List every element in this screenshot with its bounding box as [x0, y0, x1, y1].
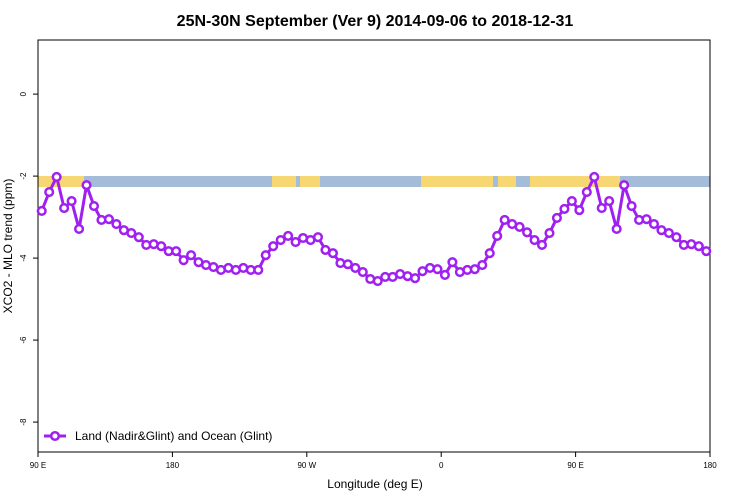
data-point [574, 205, 585, 216]
data-point [44, 187, 55, 198]
data-point [81, 180, 92, 191]
data-point [492, 230, 503, 242]
data-point [589, 171, 600, 182]
y-tick-label: 0 [19, 91, 28, 96]
data-point [66, 196, 77, 207]
data-point [432, 264, 443, 275]
x-tick-label: 180 [166, 461, 180, 470]
data-point [59, 203, 70, 214]
data-point [290, 237, 301, 248]
series-line [40, 172, 708, 283]
data-point [484, 248, 495, 259]
data-point [559, 203, 570, 214]
data-point [619, 180, 630, 191]
data-point [596, 203, 607, 214]
data-point [566, 196, 577, 207]
data-point [522, 227, 533, 238]
data-point [626, 200, 637, 212]
data-point [74, 223, 85, 235]
land-ocean-strip [38, 176, 710, 187]
data-point [693, 241, 704, 252]
x-tick-label: 90 E [30, 461, 46, 470]
data-point [439, 269, 450, 280]
data-point [126, 228, 137, 239]
x-tick-label: 90 W [297, 461, 316, 470]
x-axis-label: Longitude (deg E) [327, 477, 422, 491]
data-point [156, 241, 167, 252]
data-point [701, 246, 712, 257]
data-point [514, 221, 525, 232]
data-point [551, 212, 562, 223]
y-tick-label: -4 [19, 254, 28, 262]
data-point [186, 250, 197, 261]
data-point [477, 260, 488, 271]
data-point [342, 259, 353, 270]
data-point [103, 214, 114, 225]
data-point [171, 246, 182, 257]
data-point [410, 273, 421, 284]
data-point [51, 171, 62, 182]
data-point [268, 241, 279, 252]
legend-marker [49, 430, 61, 442]
data-point [529, 235, 540, 246]
data-point [357, 266, 368, 278]
y-axis-label: XCO2 - MLO trend (ppm) [1, 179, 15, 314]
data-point [469, 264, 480, 275]
x-tick-label: 90 E [567, 461, 583, 470]
data-point [536, 239, 548, 251]
data-point [372, 276, 383, 287]
data-point [350, 262, 361, 273]
x-tick-label: 0 [439, 461, 444, 470]
data-point [544, 228, 555, 239]
data-point [663, 228, 674, 239]
data-point [36, 205, 47, 216]
data-point [260, 250, 271, 261]
data-point [604, 196, 615, 207]
data-point [671, 232, 682, 243]
y-tick-label: -8 [19, 418, 28, 426]
data-point [133, 232, 144, 243]
data-point [88, 200, 100, 212]
data-point [312, 232, 324, 243]
data-point [581, 187, 592, 198]
y-tick-label: -6 [19, 336, 28, 344]
data-point [111, 219, 122, 230]
data-point [447, 257, 458, 268]
data-point [178, 255, 189, 266]
data-point [253, 264, 264, 276]
data-point [275, 235, 286, 246]
data-point [648, 219, 660, 230]
plot-frame [37, 39, 711, 453]
data-point [499, 214, 510, 226]
chart-title: 25N-30N September (Ver 9) 2014-09-06 to … [177, 13, 574, 30]
y-tick-label: -2 [19, 172, 28, 180]
x-tick-label: 180 [703, 461, 717, 470]
legend-label: Land (Nadir&Glint) and Ocean (Glint) [75, 429, 272, 443]
data-point [611, 223, 622, 235]
data-point [327, 248, 338, 259]
data-point [283, 230, 294, 242]
data-point [641, 214, 652, 225]
